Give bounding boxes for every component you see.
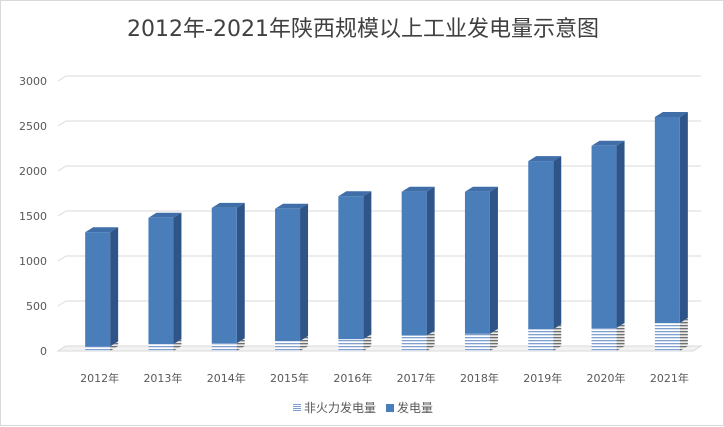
bar-total <box>85 232 111 347</box>
bar-total-side <box>426 186 435 336</box>
bar-total-top <box>654 112 688 117</box>
bar-group <box>211 202 245 351</box>
bar-total-side <box>110 227 119 347</box>
y-tick-label: 0 <box>40 345 47 358</box>
bar-total-top <box>85 227 119 233</box>
legend-label-non-thermal: 非火力发电量 <box>303 401 376 415</box>
bar-non-thermal-side <box>173 339 182 351</box>
bar-non-thermal <box>211 343 237 351</box>
bar-group <box>85 227 119 351</box>
bar-total-top <box>338 191 372 197</box>
bar-total <box>211 207 237 344</box>
bar-total-top <box>401 186 435 192</box>
bar-non-thermal <box>401 335 427 351</box>
bar-group <box>528 156 562 351</box>
chart-title: 2012年-2021年陕西规模以上工业发电量示意图 <box>127 17 599 42</box>
bar-non-thermal-side <box>426 330 435 351</box>
bar-total-side <box>236 202 245 344</box>
bar-non-thermal <box>338 339 364 351</box>
bar-total-top <box>528 156 562 162</box>
bar-non-thermal-side <box>679 318 688 351</box>
bar-group <box>275 203 309 351</box>
gridline-connector <box>57 300 67 307</box>
x-tick-label: 2012年 <box>80 371 119 385</box>
x-tick-label: 2014年 <box>207 371 246 385</box>
bar-total <box>148 217 174 345</box>
bar-non-thermal <box>85 346 111 351</box>
bar-non-thermal <box>148 344 174 351</box>
x-tick-label: 2017年 <box>397 371 436 385</box>
bar-group <box>401 186 435 351</box>
legend: 非火力发电量 发电量 <box>1 399 724 416</box>
x-tick-label: 2020年 <box>587 371 626 385</box>
bar-non-thermal-side <box>553 324 562 351</box>
x-tick-label: 2019年 <box>523 371 562 385</box>
bar-total-side <box>616 140 625 329</box>
bar-total <box>464 191 490 334</box>
y-tick-label: 500 <box>26 300 47 313</box>
legend-item-non-thermal: 非火力发电量 <box>292 399 376 416</box>
gridline-connector <box>57 210 67 217</box>
bar-non-thermal-side <box>616 323 625 351</box>
x-tick-label: 2016年 <box>333 371 372 385</box>
gridline-connector <box>57 75 67 82</box>
legend-item-total: 发电量 <box>386 399 433 416</box>
bar-group <box>338 191 372 351</box>
y-tick-label: 1000 <box>19 255 47 268</box>
bar-non-thermal <box>464 333 490 351</box>
legend-swatch-total <box>386 403 394 412</box>
bar-total <box>654 117 680 324</box>
bar-non-thermal <box>654 323 680 351</box>
bar-group <box>654 112 688 351</box>
gridline-connector <box>57 165 67 172</box>
bar-group <box>591 140 625 351</box>
legend-label-total: 发电量 <box>397 401 434 415</box>
bar-total-side <box>300 203 309 342</box>
bar-total-side <box>173 212 182 345</box>
bar-group <box>148 212 182 351</box>
y-tick-label: 2500 <box>19 120 47 133</box>
bar-non-thermal-side <box>110 341 119 351</box>
bar-total-side <box>553 156 562 330</box>
legend-swatch-non-thermal <box>292 403 301 412</box>
bar-total-top <box>148 212 182 218</box>
bar-total-top <box>275 203 309 209</box>
x-tick-label: 2013年 <box>143 371 182 385</box>
y-tick-label: 2000 <box>19 165 47 178</box>
bar-total-side <box>489 186 498 334</box>
bar-non-thermal-side <box>363 334 372 351</box>
bar-group <box>464 186 498 351</box>
y-tick-label: 3000 <box>19 75 47 88</box>
x-tick-label: 2021年 <box>650 371 689 385</box>
bar-total <box>275 208 301 342</box>
bar-non-thermal <box>528 329 554 351</box>
bar-total <box>401 191 427 336</box>
x-tick-label: 2018年 <box>460 371 499 385</box>
gridline-connector <box>57 120 67 127</box>
gridline-connector <box>57 255 67 262</box>
bar-non-thermal-side <box>236 338 245 351</box>
bar-total <box>338 196 364 340</box>
bar-total-side <box>679 112 688 324</box>
bar-total-side <box>363 191 372 340</box>
y-tick-label: 1500 <box>19 210 47 223</box>
bar-non-thermal-side <box>300 336 309 351</box>
bar-total-top <box>464 186 498 192</box>
bar-total <box>591 145 617 329</box>
bar-total <box>528 161 554 330</box>
bar-total-top <box>211 202 245 208</box>
bar-total-top <box>591 140 625 146</box>
bar-non-thermal <box>591 328 617 351</box>
x-tick-label: 2015年 <box>270 371 309 385</box>
bar-non-thermal-side <box>489 328 498 351</box>
bar-non-thermal <box>275 341 301 351</box>
